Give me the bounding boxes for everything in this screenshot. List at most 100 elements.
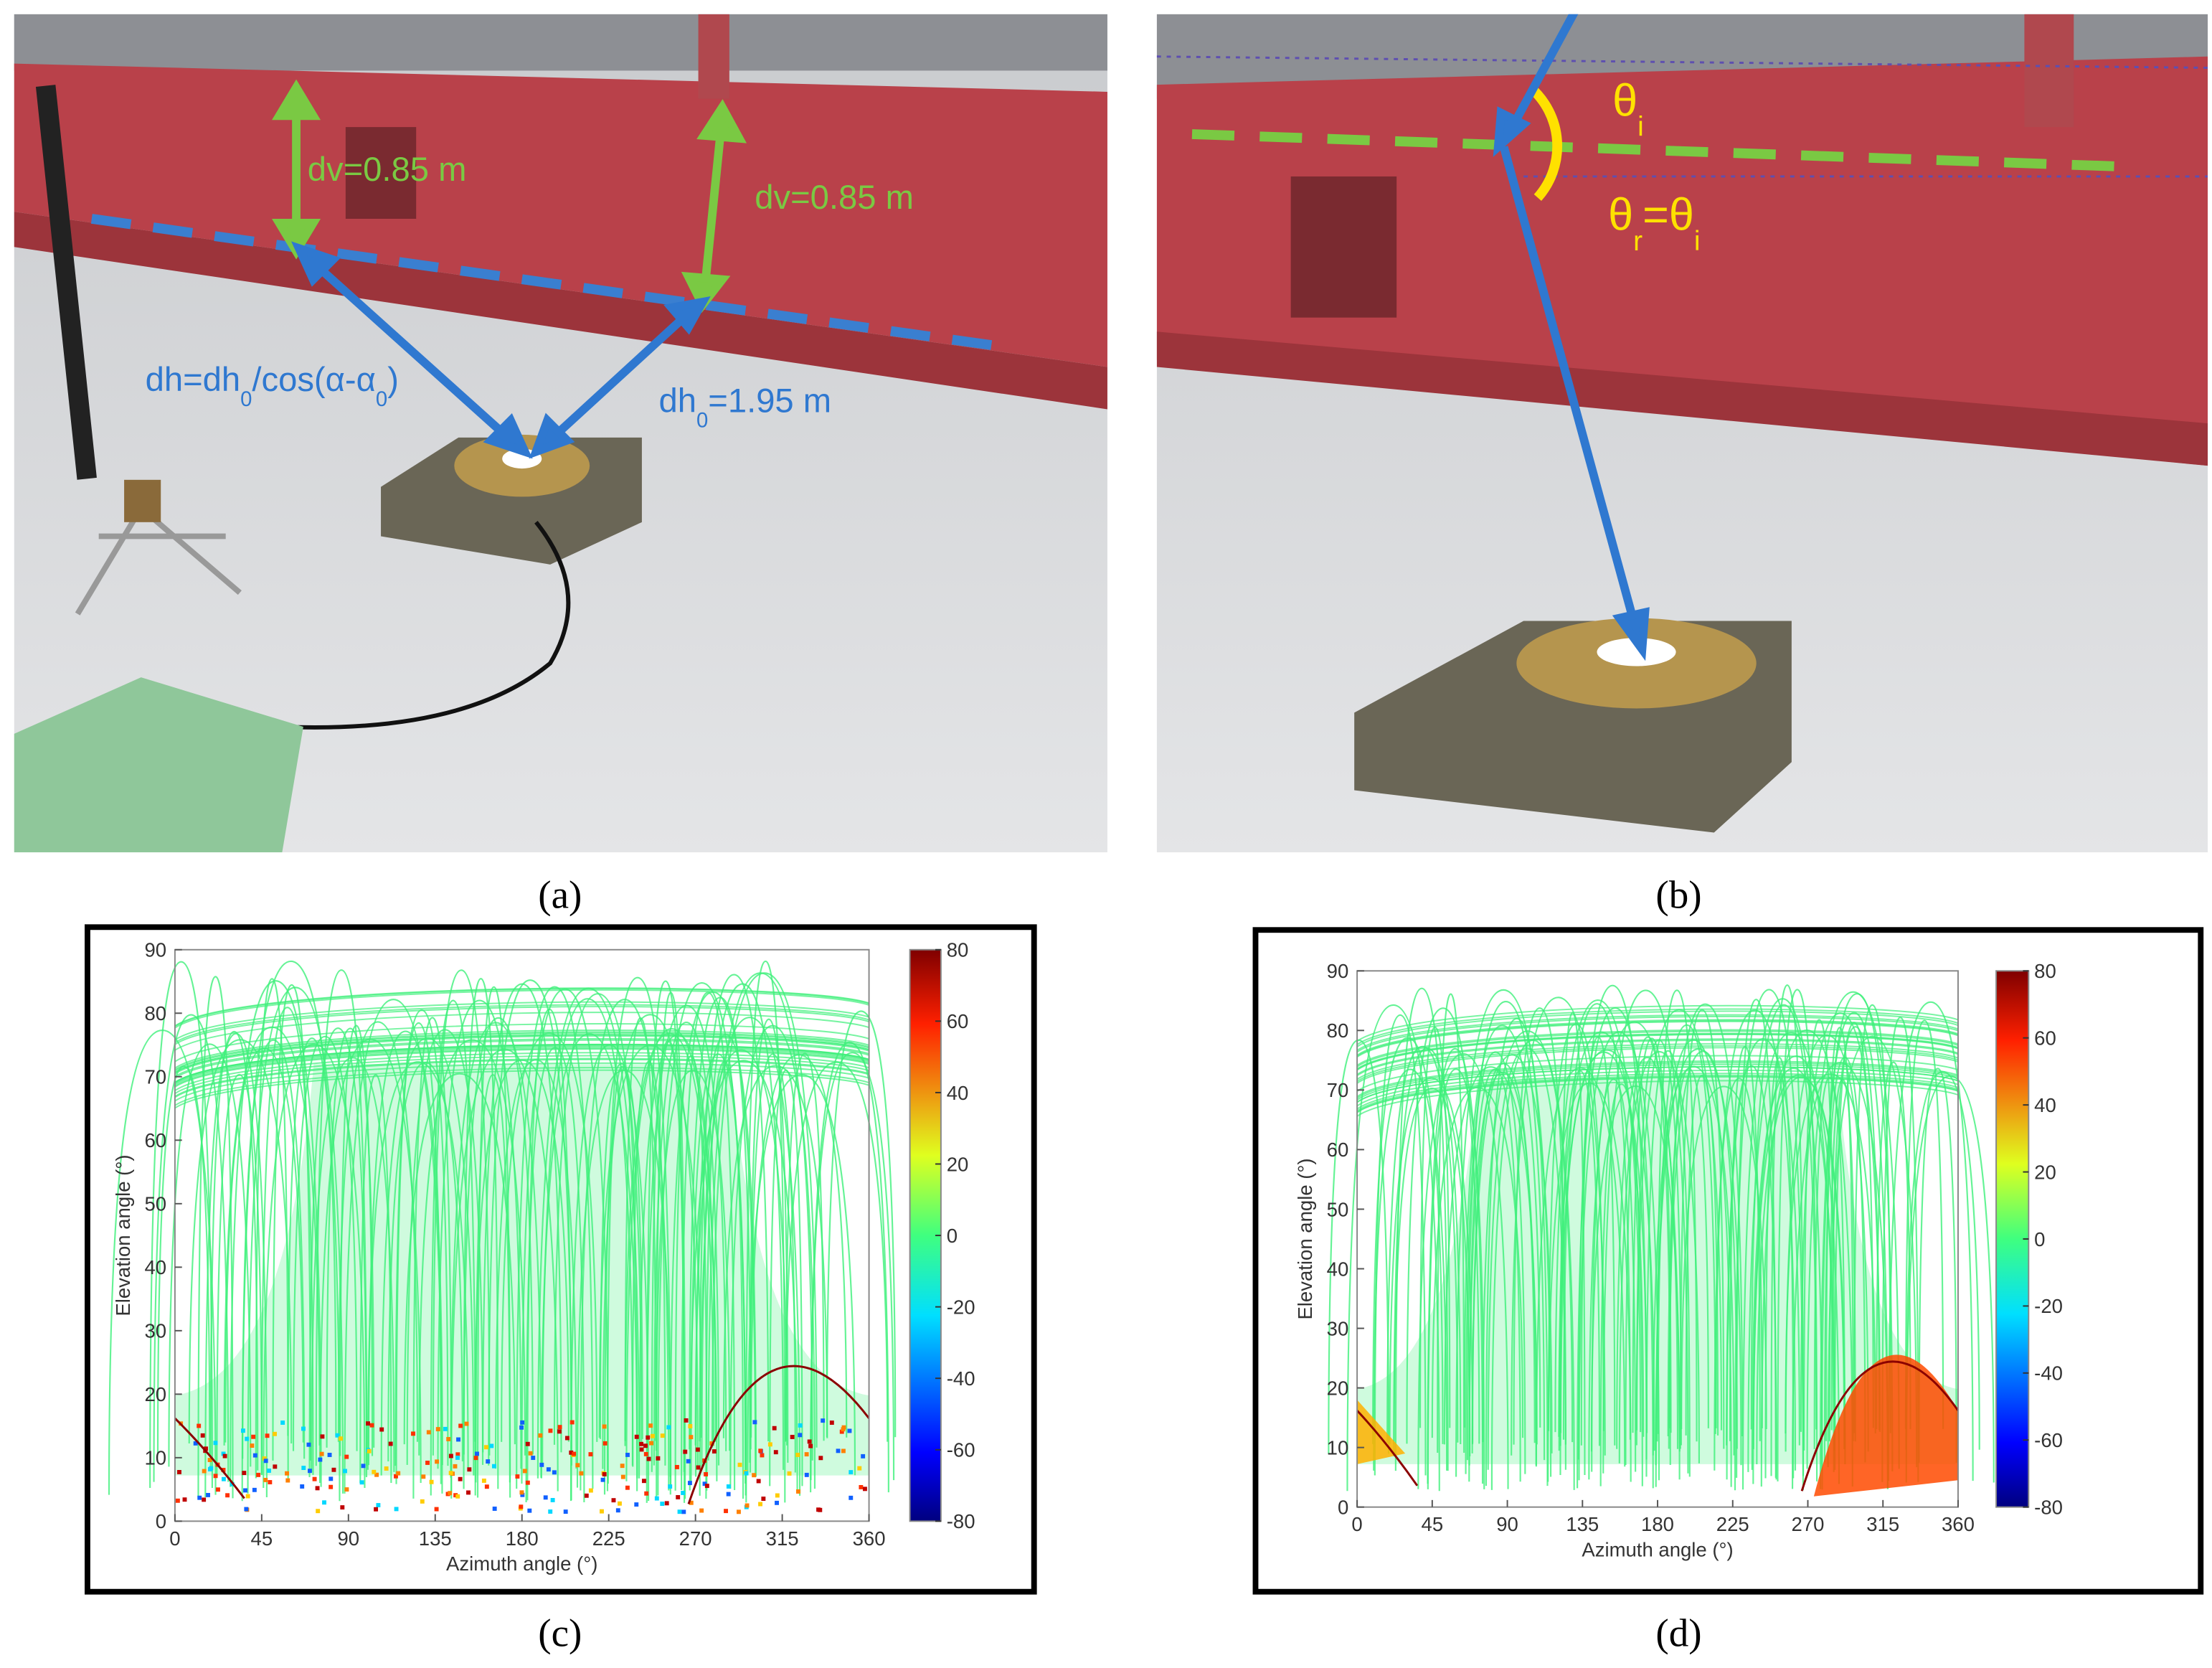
residual-dot: [546, 1467, 551, 1472]
residual-dot: [689, 1500, 694, 1505]
residual-dot: [807, 1439, 812, 1444]
track: [1741, 998, 1823, 1490]
track: [174, 1023, 869, 1062]
residual-dot: [320, 1434, 325, 1439]
subscript: 0: [696, 410, 708, 433]
residual-dot: [787, 1471, 792, 1476]
residual-dot: [202, 1469, 207, 1474]
residual-dot: [548, 1428, 553, 1433]
residual-dot: [343, 1469, 347, 1474]
track: [209, 1030, 259, 1471]
colorbar-tick-label: -60: [947, 1439, 975, 1461]
colorbar-tick-label: 20: [2034, 1161, 2056, 1183]
track: [1777, 989, 1818, 1481]
residual-dot: [548, 1509, 553, 1514]
residual-dot: [634, 1502, 639, 1507]
subscript: 0: [240, 388, 252, 411]
track: [1356, 1075, 1959, 1113]
residual-dot: [569, 1420, 575, 1425]
track: [1356, 1080, 1959, 1117]
residual-dot: [519, 1425, 524, 1430]
residual-dot: [584, 1493, 589, 1498]
track: [367, 1030, 443, 1466]
track-hull: [1357, 1078, 1958, 1464]
residual-dot: [265, 1433, 270, 1438]
track: [1417, 1052, 1509, 1489]
track: [272, 984, 312, 1461]
track: [1356, 1039, 1959, 1077]
residual-dot: [491, 1464, 496, 1469]
residual-dot: [200, 1433, 205, 1438]
residual-dot: [643, 1443, 648, 1448]
y-tick-label: 60: [144, 1129, 166, 1151]
residual-dot: [756, 1479, 761, 1484]
track: [174, 1034, 869, 1073]
track: [516, 986, 594, 1489]
residual-dot: [861, 1453, 866, 1459]
track: [1750, 1004, 1818, 1430]
track: [174, 1067, 869, 1106]
residual-dot: [197, 1423, 202, 1428]
x-tick-label: 225: [592, 1527, 625, 1550]
y-tick-label: 40: [144, 1256, 166, 1278]
y-tick-label: 90: [144, 939, 166, 961]
y-tick-label: 10: [144, 1447, 166, 1469]
y-tick-label: 0: [1338, 1497, 1348, 1519]
panel-label: (d): [1655, 1611, 1701, 1654]
track: [1374, 1014, 1427, 1476]
residual-dot: [761, 1497, 766, 1501]
track: [359, 1074, 392, 1484]
track: [1577, 984, 1648, 1460]
residual-dot: [752, 1420, 757, 1425]
residual-dot: [528, 1451, 533, 1456]
residual-dot: [175, 1498, 180, 1503]
residual-dot: [306, 1442, 311, 1447]
y-tick-label: 30: [144, 1320, 166, 1342]
track: [1356, 1047, 1959, 1084]
x-tick-label: 315: [1866, 1513, 1899, 1535]
track: [287, 1037, 337, 1436]
residual-dot: [519, 1490, 524, 1495]
y-tick-label: 70: [144, 1066, 166, 1088]
residual-dot: [836, 1448, 841, 1453]
annotation-part: dh: [659, 382, 697, 420]
residual-dot: [841, 1427, 846, 1432]
y-axis-label: Elevation angle (°): [1294, 1158, 1316, 1319]
annotation: dh=dh0/cos(α-α0): [146, 361, 399, 411]
track: [1356, 1020, 1959, 1058]
residual-dot: [660, 1433, 665, 1438]
y-tick-label: 90: [1327, 960, 1349, 982]
x-axis-label: Azimuth angle (°): [1582, 1539, 1733, 1561]
track: [174, 1037, 869, 1078]
residual-dot: [818, 1456, 823, 1461]
track: [326, 1027, 375, 1448]
residual-dot: [808, 1443, 813, 1448]
residual-dot: [620, 1474, 625, 1479]
track: [174, 1045, 869, 1084]
colorbar-tick-label: 60: [2034, 1027, 2056, 1050]
residual-dot: [650, 1433, 655, 1438]
residual-dot: [329, 1476, 334, 1481]
residual-dot: [262, 1456, 267, 1461]
residual-dot: [204, 1446, 208, 1451]
colorbar-tick-label: 0: [2034, 1228, 2045, 1250]
residual-dot: [481, 1478, 486, 1483]
residual-dot: [446, 1437, 451, 1441]
residual-dot: [575, 1463, 580, 1468]
residual-dot: [683, 1449, 688, 1454]
residual-dot: [644, 1491, 649, 1496]
track: [174, 989, 869, 1029]
residual-dot: [206, 1492, 210, 1497]
residual-dot: [712, 1449, 717, 1454]
residual-dot: [250, 1443, 255, 1448]
residual-dot: [564, 1436, 569, 1441]
annotation: dv=0.85 m: [308, 151, 467, 189]
residual-dot: [600, 1509, 604, 1514]
track: [174, 1057, 869, 1098]
track: [174, 1039, 869, 1079]
residual-dot: [411, 1431, 415, 1436]
track: [437, 999, 522, 1469]
track: [308, 1027, 368, 1478]
colorbar-tick-label: 20: [947, 1153, 969, 1175]
y-tick-label: 60: [1327, 1139, 1349, 1161]
